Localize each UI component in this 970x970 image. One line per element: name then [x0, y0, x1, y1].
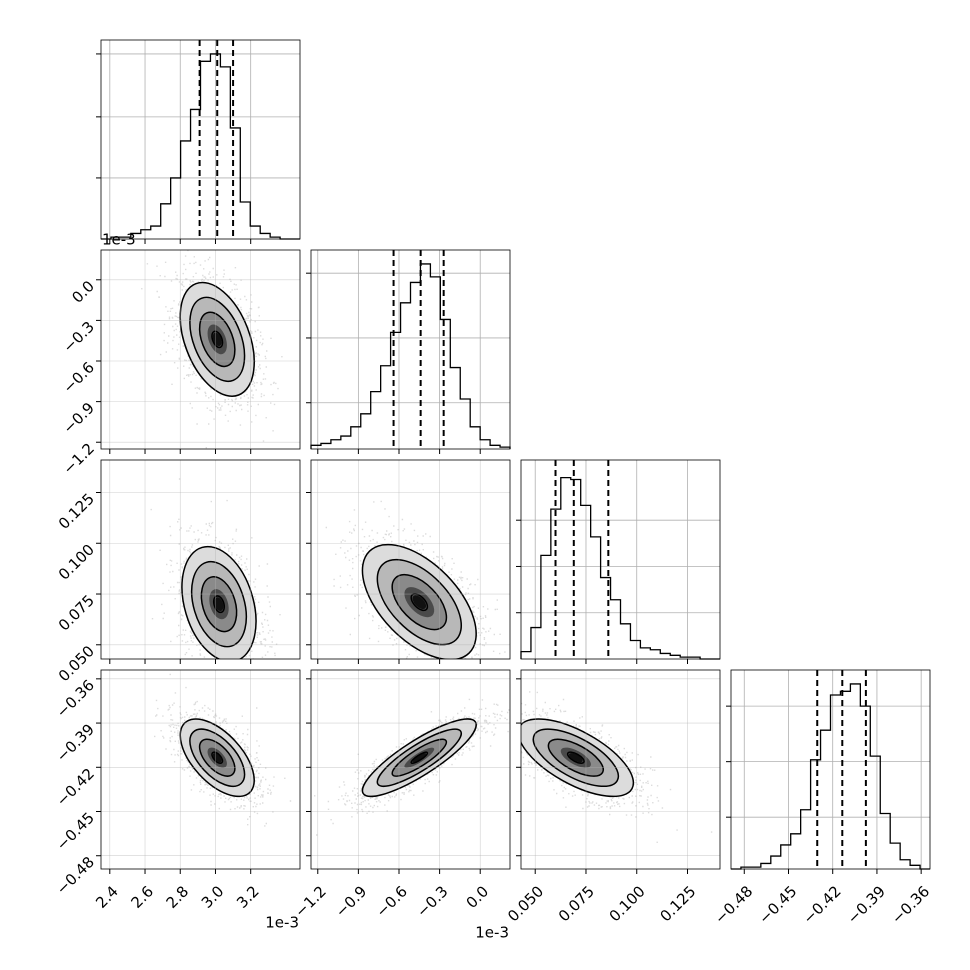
y-tick-label: −0.3 [60, 318, 98, 356]
x-tick-label: 2.6 [127, 882, 157, 912]
contour-line [361, 718, 477, 798]
panel-contents [141, 250, 283, 449]
density-level [568, 753, 583, 763]
panel-contents [325, 500, 506, 659]
scatter-panel-p2-vs-p1 [306, 459, 511, 664]
contour-line [547, 738, 604, 777]
x-tick-label: 0.125 [656, 882, 699, 925]
contour-line [391, 573, 448, 631]
scatter-panel-p2-vs-p0 [96, 459, 301, 664]
y-tick-label: 0.0 [68, 277, 98, 307]
panel-frame [100, 39, 301, 240]
panel-frame [100, 249, 301, 450]
y-tick-label: −0.42 [53, 765, 98, 810]
y-tick-label: −1.2 [60, 440, 98, 478]
histogram-step [731, 683, 930, 870]
contour-line [211, 330, 224, 349]
contour-line [361, 543, 477, 659]
scatter-panel-p1-vs-p0 [96, 249, 301, 454]
density-level [212, 332, 222, 347]
scatter-panel-p3-vs-p1 [306, 669, 511, 874]
contour-line [211, 751, 224, 764]
x-offset-label: 1e-3 [475, 924, 509, 942]
density-level [212, 753, 222, 763]
x-tick-label: −0.39 [844, 882, 889, 927]
panel-contents [521, 691, 713, 843]
x-tick-label: 2.8 [163, 882, 193, 912]
contour-line [179, 281, 255, 397]
y-tick-label: 0.125 [55, 490, 98, 533]
y-tick-label: −0.45 [53, 809, 98, 854]
x-tick-label: 0.100 [606, 882, 649, 925]
contour-line [198, 738, 236, 777]
density-level [214, 597, 224, 612]
x-offset-label: 1e-3 [265, 914, 299, 932]
x-tick-label: −0.36 [888, 882, 933, 927]
contour-line [532, 728, 620, 788]
histogram-step [520, 476, 720, 660]
x-tick-label: 3.0 [198, 882, 228, 912]
contour-line [410, 593, 429, 612]
panel-frame [100, 459, 301, 660]
x-tick-label: 0.050 [504, 882, 547, 925]
panel-frame [100, 669, 301, 870]
y-tick-label: −0.36 [53, 676, 98, 721]
y-tick-label: −0.48 [53, 853, 98, 898]
x-tick-label: 0.0 [463, 882, 493, 912]
y-tick-label: 0.075 [55, 591, 98, 634]
contour-line [566, 751, 585, 764]
x-tick-label: 3.2 [233, 882, 263, 912]
panel-frame [310, 459, 511, 660]
y-tick-label: −0.9 [60, 399, 98, 437]
contour-line [376, 728, 463, 788]
contour-line [189, 728, 246, 788]
contour-line [200, 576, 238, 633]
y-tick-label: 0.100 [55, 541, 98, 584]
x-tick-label: −0.6 [373, 882, 411, 920]
x-tick-label: −0.48 [711, 882, 756, 927]
contour-line [181, 545, 257, 659]
scatter-panel-p3-vs-p2 [516, 669, 721, 874]
hist-panel-p0 [96, 39, 301, 244]
contour-line [212, 595, 226, 614]
y-tick-label: 0.050 [55, 642, 98, 685]
contour-line [190, 560, 248, 648]
scatter-panel-p3-vs-p0 [96, 669, 301, 874]
panel-frame [520, 669, 721, 870]
x-tick-label: −0.42 [799, 882, 844, 927]
x-tick-label: −0.45 [755, 882, 800, 927]
y-offset-label: 1e-3 [102, 231, 136, 249]
x-tick-label: −0.3 [413, 882, 451, 920]
hist-panel-p3 [726, 669, 931, 874]
contour-line [410, 751, 429, 764]
panel-frame [310, 249, 511, 450]
hist-background [521, 460, 720, 659]
panel-frame [520, 459, 721, 660]
x-tick-label: 2.4 [92, 882, 122, 912]
x-tick-label: −0.9 [332, 882, 370, 920]
contour-line [189, 296, 246, 383]
density-level [412, 753, 427, 763]
hist-panel-p1 [306, 249, 511, 454]
contour-line [521, 718, 635, 798]
contour-line [391, 738, 448, 777]
x-tick-label: 0.075 [555, 882, 598, 925]
hist-panel-p2 [516, 459, 721, 664]
y-tick-label: −0.6 [60, 358, 98, 396]
histogram-step [310, 263, 511, 449]
y-tick-label: −0.39 [53, 720, 98, 765]
density-level [412, 595, 427, 609]
panel-frame [310, 669, 511, 870]
panel-frame [730, 669, 931, 870]
contour-line [198, 311, 236, 368]
